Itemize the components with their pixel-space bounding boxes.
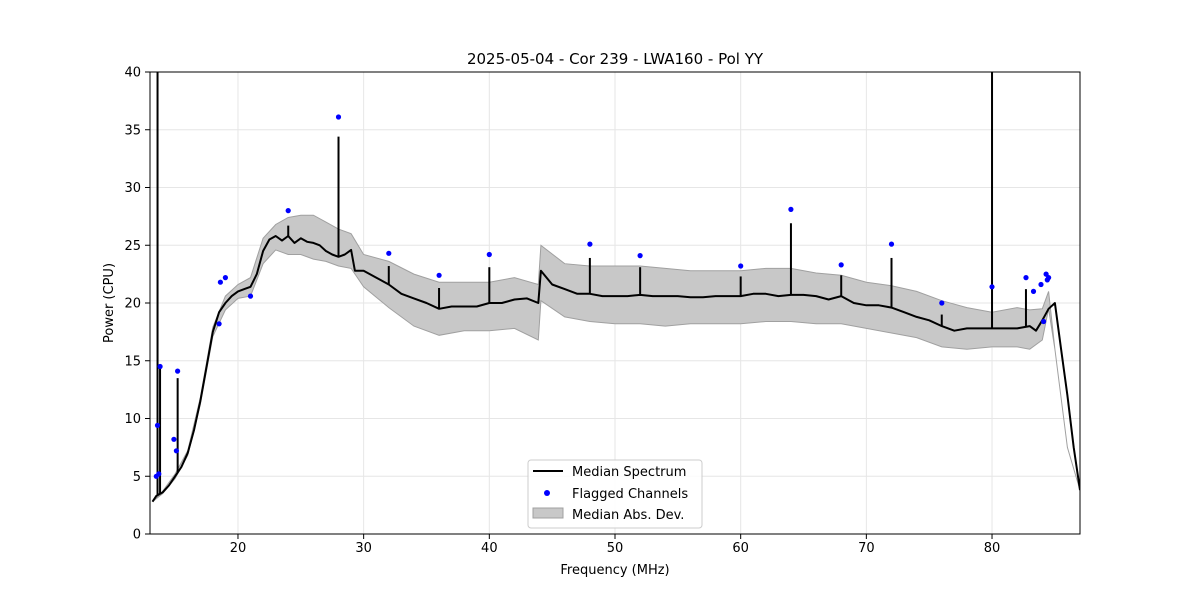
flagged-channel-point: [838, 262, 844, 268]
x-axis-label: Frequency (MHz): [560, 563, 669, 578]
y-tick-label: 5: [133, 470, 141, 485]
x-tick-label: 20: [230, 541, 247, 556]
y-tick-label: 40: [124, 66, 141, 81]
y-tick-label: 10: [124, 412, 141, 427]
x-tick-label: 60: [732, 541, 749, 556]
flagged-channel-point: [1041, 318, 1047, 325]
flagged-channel-point: [216, 321, 222, 327]
flagged-channel-point: [157, 363, 163, 370]
y-tick-label: 20: [124, 297, 141, 312]
legend-point-swatch: [544, 490, 550, 496]
flagged-channel-point: [587, 241, 593, 247]
legend-median-abs-dev: Median Abs. Dev.: [572, 508, 684, 523]
legend-median-spectrum: Median Spectrum: [572, 465, 686, 480]
chart-title: 2025-05-04 - Cor 239 - LWA160 - Pol YY: [467, 50, 764, 68]
x-tick-label: 70: [858, 541, 875, 556]
y-tick-label: 0: [133, 528, 141, 543]
legend-band-swatch: [532, 507, 564, 519]
flagged-channel-point: [888, 241, 895, 247]
x-tick-label: 80: [984, 541, 1001, 556]
flagged-channel-point: [436, 272, 442, 278]
flagged-channel-point: [788, 206, 794, 212]
legend-flagged-channels: Flagged Channels: [572, 487, 688, 502]
x-tick-label: 50: [607, 541, 624, 556]
flagged-channel-point: [1030, 288, 1037, 294]
flagged-channel-point: [285, 208, 291, 214]
y-tick-label: 30: [124, 181, 141, 196]
flagged-channel-point: [171, 436, 177, 442]
flagged-channel-point: [156, 471, 162, 477]
flagged-channel-point: [173, 448, 179, 454]
flagged-channel-point: [335, 114, 342, 120]
flagged-channel-point: [738, 263, 744, 269]
flagged-channel-point: [1038, 281, 1044, 288]
y-axis-label: Power (CPU): [102, 263, 117, 343]
y-tick-label: 15: [124, 354, 141, 369]
legend-box: [527, 459, 703, 529]
y-tick-label: 25: [124, 239, 141, 254]
x-tick-label: 40: [481, 541, 498, 556]
flagged-channel-point: [386, 250, 392, 256]
flagged-channel-point: [222, 275, 228, 281]
band-area: [152, 214, 1080, 503]
y-tick-label: 35: [124, 123, 141, 138]
flagged-channel-point: [939, 300, 945, 306]
flagged-channel-point: [175, 368, 181, 374]
x-tick-label: 30: [355, 541, 372, 556]
flagged-channel-point: [486, 251, 492, 258]
y-axis-ticks: 0 5 10 15 20 25 30 35 40: [124, 66, 150, 543]
median-abs-dev-band: [152, 214, 1080, 503]
flagged-channels-layer: [153, 114, 1052, 479]
legend: Median Spectrum Flagged Channels Median …: [527, 459, 703, 529]
flagged-channel-point: [247, 293, 254, 299]
flagged-channel-point: [217, 279, 223, 285]
median-spectrum-line: [151, 235, 1080, 503]
flagged-channel-point: [1046, 275, 1052, 281]
x-axis-ticks: 20 30 40 50 60 70 80: [230, 534, 1001, 556]
flagged-channel-point: [154, 422, 161, 428]
flagged-channel-point: [1023, 275, 1029, 281]
flagged-channel-point: [637, 253, 643, 259]
flagged-channel-point: [989, 284, 995, 290]
